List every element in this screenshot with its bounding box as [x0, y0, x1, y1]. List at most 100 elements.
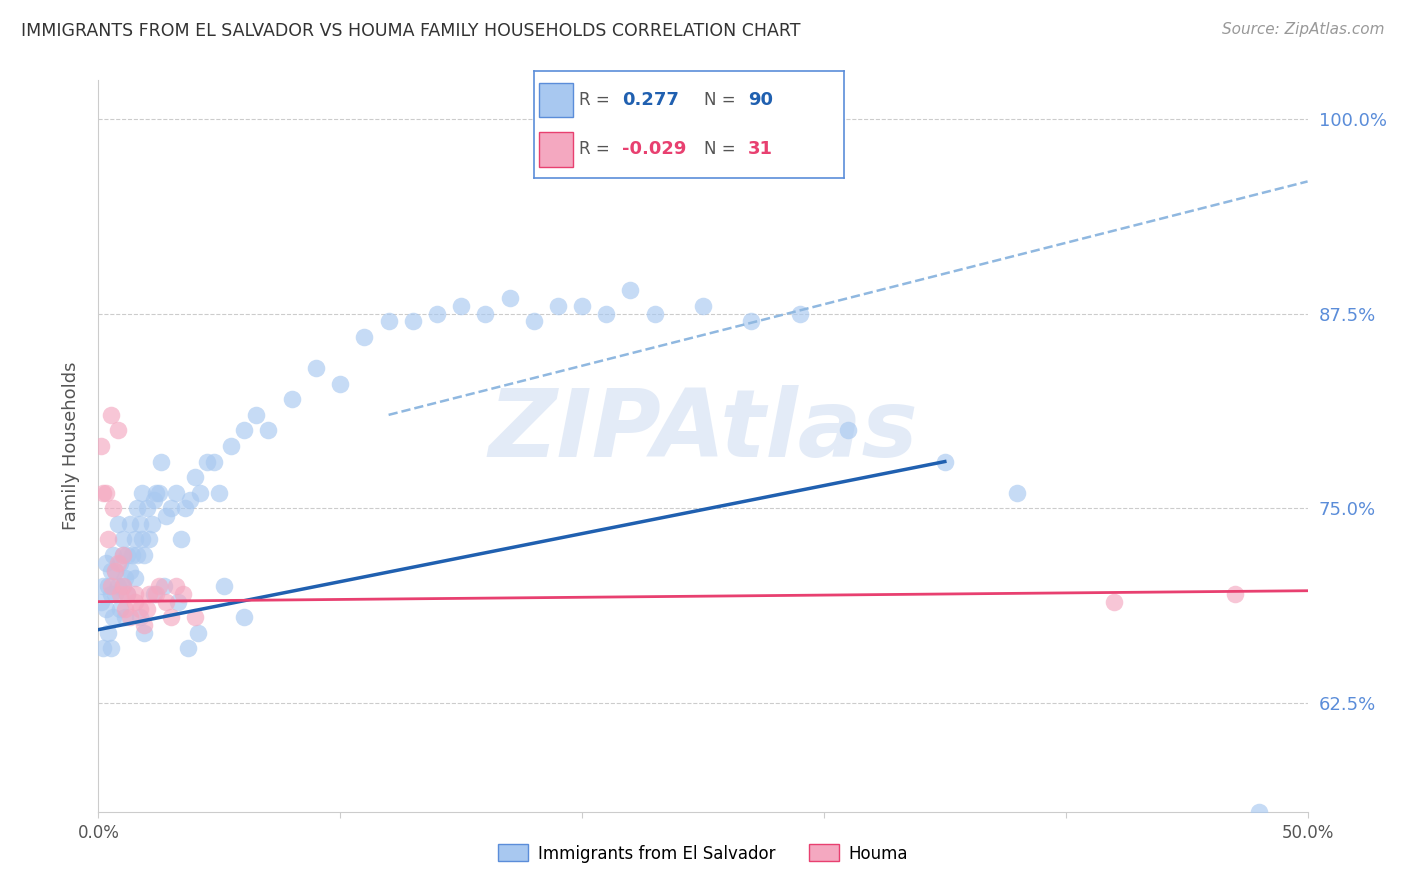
Point [111, 579, 134, 593]
Point [94, 602, 117, 616]
Point [100, 579, 122, 593]
Point [135, 602, 157, 616]
Point [118, 564, 141, 578]
Point [97, 533, 120, 547]
Point [498, 291, 520, 305]
Point [644, 307, 666, 321]
Point [595, 307, 617, 321]
Point [124, 533, 146, 547]
Point [172, 587, 194, 601]
Point [91, 579, 114, 593]
Point [145, 485, 167, 500]
Point [111, 548, 134, 562]
Point [837, 424, 859, 438]
Point [108, 602, 131, 616]
Point [121, 548, 143, 562]
Point [138, 587, 160, 601]
Point [117, 587, 139, 601]
Point [165, 579, 187, 593]
Point [111, 548, 134, 562]
Point [131, 485, 153, 500]
Point [127, 501, 149, 516]
Text: 0.277: 0.277 [623, 91, 679, 109]
Point [114, 602, 136, 616]
Point [100, 587, 122, 601]
Text: ZIPAtlas: ZIPAtlas [488, 385, 918, 477]
Text: 90: 90 [748, 91, 773, 109]
Text: 31: 31 [748, 141, 773, 159]
Point [184, 610, 207, 624]
Point [1102, 594, 1125, 608]
Point [111, 579, 134, 593]
Point [124, 587, 146, 601]
Point [377, 314, 399, 328]
Point [1223, 587, 1246, 601]
Point [523, 314, 546, 328]
Point [148, 485, 170, 500]
Point [204, 454, 226, 468]
FancyBboxPatch shape [538, 83, 574, 118]
Point [131, 533, 153, 547]
Point [118, 610, 141, 624]
Text: IMMIGRANTS FROM EL SALVADOR VS HOUMA FAMILY HOUSEHOLDS CORRELATION CHART: IMMIGRANTS FROM EL SALVADOR VS HOUMA FAM… [21, 22, 800, 40]
Point [1249, 805, 1271, 819]
Point [128, 610, 150, 624]
Point [134, 625, 156, 640]
Point [426, 307, 449, 321]
Text: N =: N = [704, 141, 735, 159]
Point [305, 361, 328, 376]
FancyBboxPatch shape [538, 132, 574, 167]
Point [184, 470, 207, 484]
Point [165, 485, 187, 500]
Point [90, 594, 112, 608]
Point [138, 533, 160, 547]
Point [100, 408, 122, 422]
Point [148, 579, 170, 593]
Point [94, 485, 117, 500]
Point [134, 618, 156, 632]
Point [90, 439, 112, 453]
Point [124, 571, 146, 585]
Point [143, 493, 166, 508]
Point [221, 439, 243, 453]
Point [94, 556, 117, 570]
Point [104, 564, 127, 578]
Point [160, 610, 183, 624]
Point [155, 594, 177, 608]
Point [118, 516, 141, 531]
Point [619, 284, 641, 298]
Point [128, 602, 150, 616]
Point [134, 548, 156, 562]
Point [1007, 485, 1029, 500]
Point [353, 330, 375, 344]
Point [91, 485, 114, 500]
Point [101, 548, 124, 562]
Text: R =: R = [579, 141, 610, 159]
Point [281, 392, 304, 407]
Point [107, 579, 129, 593]
Point [152, 579, 174, 593]
Point [232, 610, 254, 624]
Point [232, 424, 254, 438]
Point [150, 454, 173, 468]
Point [155, 509, 177, 524]
Point [135, 501, 157, 516]
Text: Source: ZipAtlas.com: Source: ZipAtlas.com [1222, 22, 1385, 37]
Point [127, 548, 149, 562]
Point [128, 516, 150, 531]
Point [402, 314, 425, 328]
Point [108, 556, 131, 570]
Point [188, 485, 211, 500]
Point [571, 299, 593, 313]
Point [117, 587, 139, 601]
Point [108, 587, 131, 601]
Point [107, 516, 129, 531]
Point [145, 587, 167, 601]
Point [101, 501, 124, 516]
Point [114, 571, 136, 585]
Point [107, 556, 129, 570]
Point [101, 610, 124, 624]
Point [100, 564, 122, 578]
Point [212, 579, 235, 593]
Point [104, 587, 127, 601]
